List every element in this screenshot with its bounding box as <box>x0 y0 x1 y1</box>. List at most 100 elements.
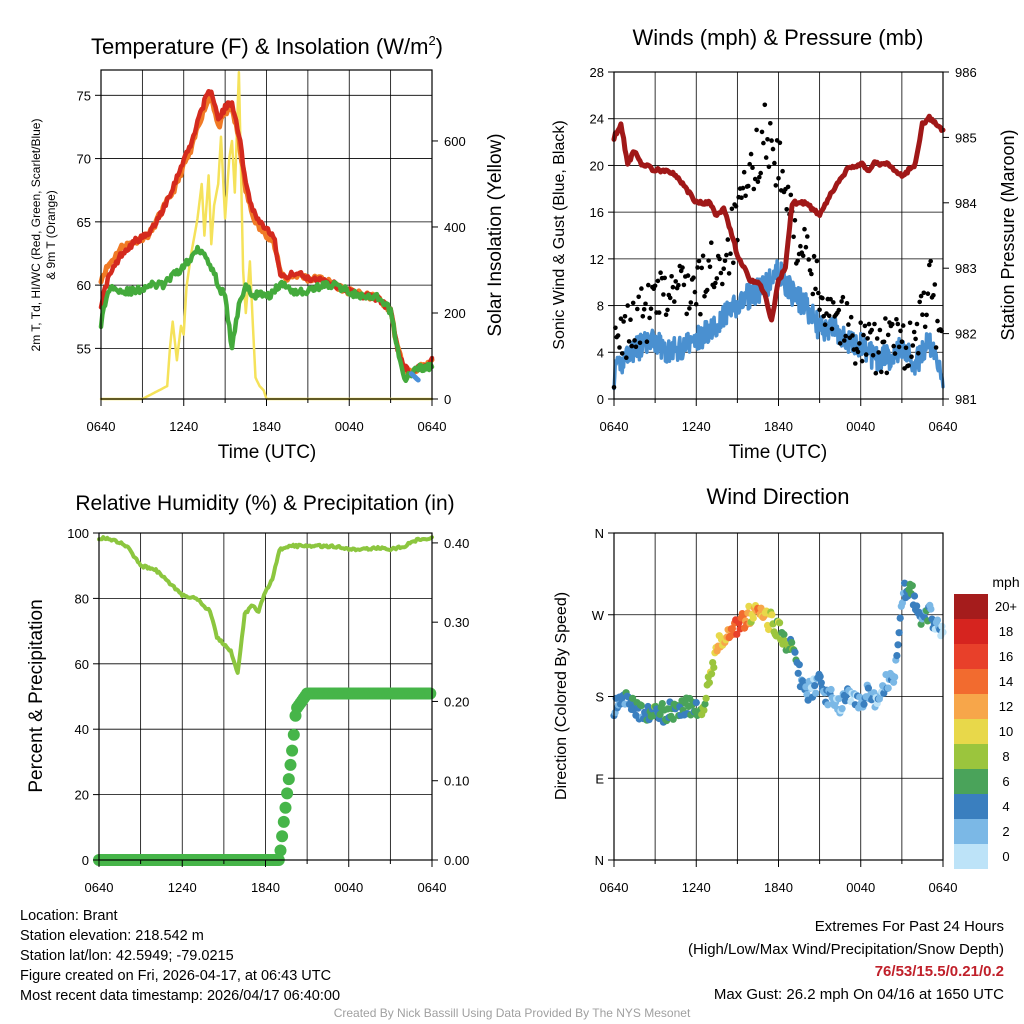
wind-direction-point <box>780 630 788 639</box>
gust-point <box>873 370 879 376</box>
gust-point <box>913 336 918 342</box>
gust-point <box>636 294 641 300</box>
gust-point <box>813 286 818 292</box>
colorbar-label: 14 <box>999 674 1013 689</box>
gust-point <box>633 344 639 350</box>
wind-direction-point <box>794 669 802 677</box>
insolation-ytick-label: 0 <box>444 392 451 407</box>
wind-direction-y-label: Direction (Colored By Speed) <box>553 592 570 800</box>
precip-point <box>424 687 437 700</box>
pressure-ytick-label: 981 <box>955 392 977 407</box>
pressure-ytick-label: 982 <box>955 327 977 342</box>
gust-point <box>809 271 814 277</box>
gust-point <box>700 253 706 259</box>
gust-point <box>740 185 746 191</box>
gust-point <box>670 284 676 290</box>
humidity-ytick-label: 0 <box>82 853 89 868</box>
wind-ytick-label: 20 <box>590 158 604 173</box>
gust-point <box>844 301 850 306</box>
temperature-left-ticks: 55 60 65 70 75 <box>77 88 101 356</box>
wind-ytick-label: 12 <box>590 252 604 267</box>
colorbar-swatch <box>954 694 988 719</box>
gust-point <box>619 351 625 356</box>
humidity-x-ticks: 0640 1240 1840 0040 0640 <box>85 860 446 895</box>
gust-point <box>772 160 777 166</box>
gust-point <box>831 300 836 305</box>
gust-point <box>803 244 809 250</box>
gust-point <box>728 251 733 256</box>
wind-direction-point <box>816 672 824 681</box>
colorbar-swatch <box>954 594 988 619</box>
gust-point <box>706 258 711 263</box>
gust-point <box>931 293 936 298</box>
colorbar-swatch <box>954 744 988 769</box>
gust-point <box>655 278 661 284</box>
gust-point <box>746 183 751 189</box>
gust-point <box>877 327 883 333</box>
gust-point <box>822 322 828 328</box>
pressure-right-ticks: 981 982 983 984 985 986 <box>943 65 977 407</box>
gust-point <box>883 316 888 321</box>
gust-point <box>722 258 728 264</box>
insolation-ytick-label: 200 <box>444 306 466 321</box>
temperature-xtick-label: 0640 <box>418 419 447 434</box>
gust-point <box>673 279 678 284</box>
wind-direction-point <box>817 679 825 687</box>
wind-direction-xtick-label: 1840 <box>764 880 793 895</box>
precip-point <box>287 728 300 741</box>
wind-direction-point <box>917 620 925 628</box>
gust-point <box>658 270 663 276</box>
gust-point <box>676 282 681 288</box>
colorbar-swatch <box>954 669 988 694</box>
temperature-y-label-line1: 2m T, Td, HI/WC (Red, Green, Scarlet/Blu… <box>29 119 43 352</box>
gust-point <box>848 314 854 320</box>
wind-y-label: Sonic Wind & Gust (Blue, Black) <box>551 120 568 349</box>
gust-point <box>724 252 729 258</box>
gust-point <box>918 293 924 299</box>
gust-point <box>890 321 895 327</box>
gust-point <box>862 323 868 329</box>
wind-ytick-label: 28 <box>590 65 604 80</box>
gust-point <box>635 306 640 312</box>
humidity-panel-title: Relative Humidity (%) & Precipitation (i… <box>75 492 454 515</box>
wind-direction-point <box>938 622 946 630</box>
gust-point <box>891 343 896 349</box>
gust-point <box>758 170 763 176</box>
wind-direction-point <box>791 648 799 656</box>
wind-direction-ytick-label: W <box>592 608 605 623</box>
precip-point <box>286 744 299 757</box>
gust-point <box>726 271 732 276</box>
colorbar-label: 16 <box>999 649 1013 664</box>
colorbar-label: 12 <box>999 699 1013 714</box>
humidity-ytick-label: 40 <box>75 722 89 737</box>
gust-point <box>798 243 803 249</box>
wind-direction-point <box>700 706 708 714</box>
extremes-subtitle: (High/Low/Max Wind/Precipitation/Snow De… <box>688 940 1004 958</box>
wind-direction-point <box>901 579 909 587</box>
gust-point <box>885 332 891 338</box>
precip-point <box>279 801 292 814</box>
winds-xtick-label: 0640 <box>929 419 958 434</box>
gust-point <box>625 303 630 308</box>
colorbar-unit: mph <box>992 574 1019 590</box>
colorbar-label: 10 <box>999 724 1013 739</box>
extremes-title: Extremes For Past 24 Hours <box>814 918 1004 935</box>
wind-direction-point <box>895 629 903 637</box>
gust-point <box>622 314 628 319</box>
colorbar-label: 2 <box>1002 824 1009 839</box>
gust-point <box>925 291 931 297</box>
gust-point <box>748 151 754 157</box>
wind-direction-grid <box>614 532 943 861</box>
gust-point <box>898 328 903 334</box>
precip-point <box>277 815 290 828</box>
gust-point <box>711 284 717 290</box>
gust-point <box>859 358 865 364</box>
temperature-xtick-label: 0040 <box>335 419 364 434</box>
gust-point <box>909 354 914 360</box>
gust-point <box>640 314 646 319</box>
temperature-xtick-label: 1840 <box>252 419 281 434</box>
wind-direction-point <box>757 604 765 612</box>
wind-ytick-label: 8 <box>597 299 604 314</box>
gust-point <box>663 312 669 318</box>
gust-point <box>766 164 772 170</box>
